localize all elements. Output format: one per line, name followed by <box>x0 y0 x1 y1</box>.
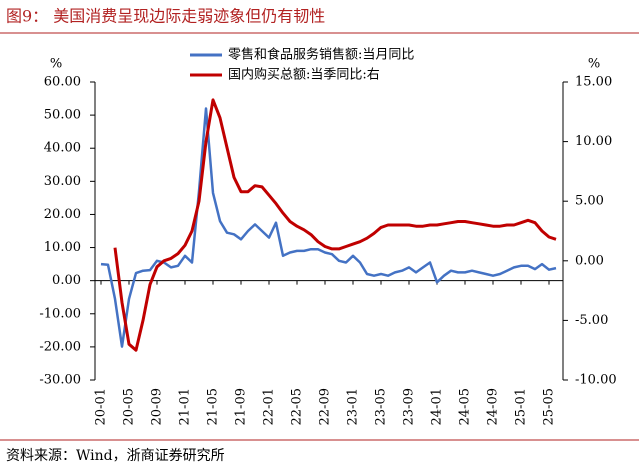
y2-unit: % <box>588 57 600 72</box>
y-tick-label: 60.00 <box>44 75 81 90</box>
x-tick-label: 21-01 <box>178 388 193 425</box>
y-tick-label: -10.00 <box>39 306 81 321</box>
y-tick-label: 10.00 <box>44 240 81 255</box>
y-tick-label: -20.00 <box>39 339 81 354</box>
y2-tick-label: 15.00 <box>575 75 612 90</box>
x-tick-label: 25-01 <box>514 388 529 425</box>
legend-label: 零售和食品服务销售额:当月同比 <box>228 47 414 63</box>
source: 资料来源：Wind，浙商证券研究所 <box>6 448 225 464</box>
y-tick-label: 20.00 <box>44 207 81 222</box>
legend-label: 国内购买总额:当季同比:右 <box>228 67 380 83</box>
x-tick-label: 22-09 <box>318 388 333 425</box>
y2-tick-label: -10.00 <box>575 373 617 388</box>
y2-tick-label: 0.00 <box>575 253 604 268</box>
chart-title: 图9： 美国消费呈现边际走弱迹象但仍有韧性 <box>6 7 325 26</box>
y-tick-label: 50.00 <box>44 108 81 123</box>
y-unit: % <box>50 57 62 72</box>
x-tick-label: 24-09 <box>486 388 501 425</box>
x-tick-label: 24-01 <box>430 388 445 425</box>
x-tick-label: 24-05 <box>458 388 473 425</box>
y2-tick-label: 10.00 <box>575 134 612 149</box>
x-tick-label: 23-09 <box>402 388 417 425</box>
x-tick-label: 21-09 <box>234 388 249 425</box>
y-tick-label: 30.00 <box>44 174 81 189</box>
y2-tick-label: -5.00 <box>575 313 608 328</box>
x-tick-label: 23-01 <box>346 388 361 425</box>
x-tick-label: 22-01 <box>262 388 277 425</box>
x-tick-label: 21-05 <box>206 388 221 425</box>
x-tick-label: 20-05 <box>122 388 137 425</box>
x-tick-label: 22-05 <box>290 388 305 425</box>
x-tick-label: 25-05 <box>542 388 557 425</box>
x-tick-label: 20-09 <box>150 388 165 425</box>
y-tick-label: 0.00 <box>52 273 81 288</box>
series-line <box>113 98 557 352</box>
y-tick-label: 40.00 <box>44 141 81 156</box>
y-tick-label: -30.00 <box>39 373 81 388</box>
y2-tick-label: 5.00 <box>575 194 604 209</box>
series-line <box>100 107 557 348</box>
x-tick-label: 20-01 <box>94 388 109 425</box>
x-tick-label: 23-05 <box>374 388 389 425</box>
